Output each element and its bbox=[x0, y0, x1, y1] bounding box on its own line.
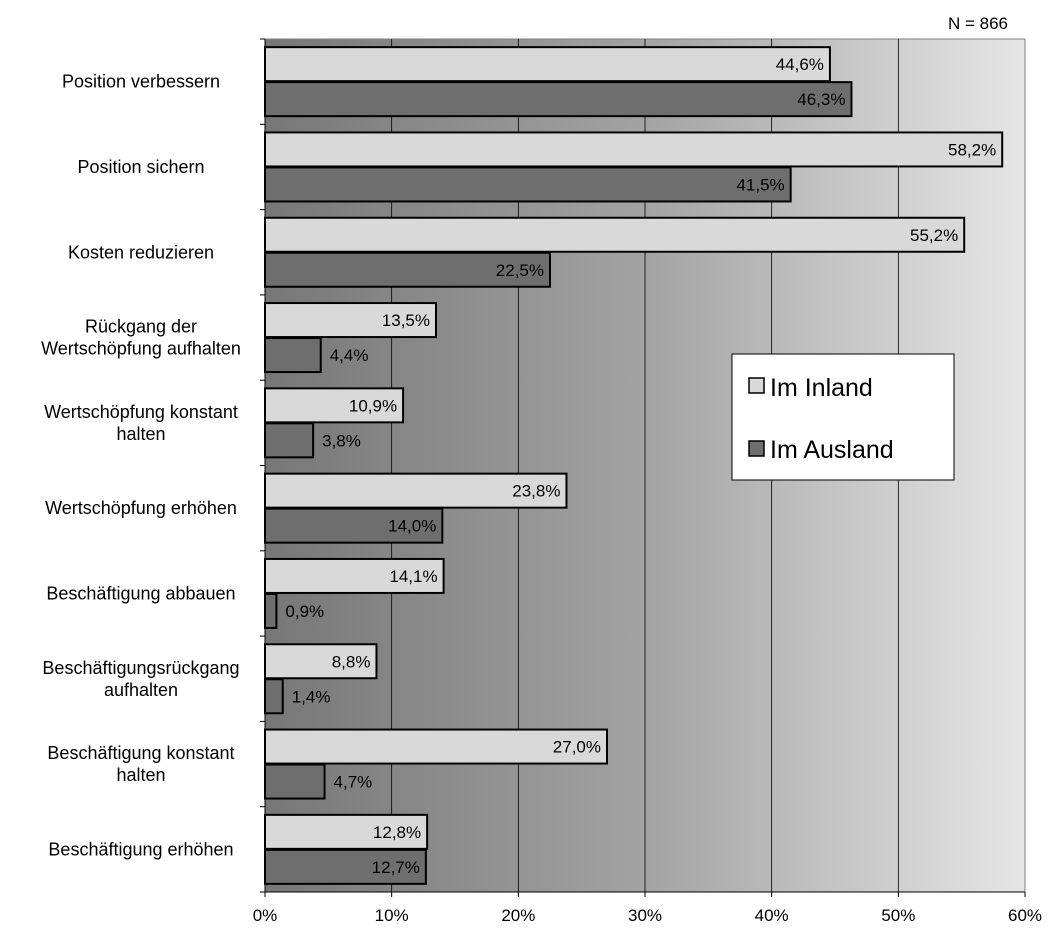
legend-label-ausland: Im Ausland bbox=[770, 436, 894, 464]
x-tick-label: 20% bbox=[501, 906, 535, 925]
data-label: 55,2% bbox=[910, 226, 958, 245]
legend-swatch-ausland bbox=[748, 440, 765, 457]
x-tick-label: 40% bbox=[755, 906, 789, 925]
bar-inland bbox=[264, 302, 437, 339]
x-tick-label: 0% bbox=[253, 906, 278, 925]
category-label: Kosten reduzieren bbox=[68, 242, 214, 262]
bar-inland bbox=[264, 557, 445, 594]
bar-ausland bbox=[264, 592, 278, 629]
bar-ausland bbox=[264, 763, 326, 800]
category-label: Wertschöpfung aufhalten bbox=[41, 339, 241, 359]
category-label: Rückgang der bbox=[85, 317, 197, 337]
bar-ausland bbox=[264, 81, 853, 118]
category-label: Position sichern bbox=[77, 157, 204, 177]
data-label: 8,8% bbox=[332, 652, 371, 671]
sample-size-note: N = 866 bbox=[948, 14, 1008, 33]
data-label: 23,8% bbox=[512, 482, 560, 501]
legend: Im Inland Im Ausland bbox=[731, 353, 955, 481]
data-label: 22,5% bbox=[496, 261, 544, 280]
bar-inland bbox=[264, 643, 378, 680]
data-label: 0,9% bbox=[285, 602, 324, 621]
bar-inland bbox=[264, 387, 405, 424]
data-label: 44,6% bbox=[776, 55, 824, 74]
category-label: Beschäftigung erhöhen bbox=[48, 839, 233, 859]
data-label: 27,0% bbox=[553, 738, 601, 757]
legend-label-inland: Im Inland bbox=[770, 374, 873, 402]
category-label: Wertschöpfung erhöhen bbox=[45, 498, 237, 518]
category-label: Beschäftigung abbauen bbox=[46, 583, 235, 603]
x-tick-label: 30% bbox=[628, 906, 662, 925]
x-tick-label: 60% bbox=[1008, 906, 1042, 925]
bar-inland bbox=[264, 813, 429, 850]
data-label: 46,3% bbox=[797, 90, 845, 109]
bar-ausland bbox=[264, 422, 315, 459]
category-label: halten bbox=[116, 424, 165, 444]
bar-ausland bbox=[264, 848, 427, 885]
bar-ausland bbox=[264, 166, 792, 203]
category-label: Beschäftigung konstant bbox=[47, 743, 234, 763]
data-label: 14,1% bbox=[389, 567, 437, 586]
bar-ausland bbox=[264, 678, 284, 715]
data-label: 4,7% bbox=[334, 773, 373, 792]
x-tick-label: 50% bbox=[881, 906, 915, 925]
data-label: 12,8% bbox=[373, 823, 421, 842]
category-label: Wertschöpfung konstant bbox=[44, 402, 238, 422]
data-label: 1,4% bbox=[292, 687, 331, 706]
bar-ausland bbox=[264, 337, 322, 374]
data-label: 14,0% bbox=[388, 517, 436, 536]
data-label: 3,8% bbox=[322, 431, 361, 450]
legend-box bbox=[731, 353, 955, 481]
data-label: 10,9% bbox=[349, 396, 397, 415]
bar-inland bbox=[264, 472, 568, 509]
category-label: Beschäftigungsrückgang bbox=[42, 658, 239, 678]
data-label: 12,7% bbox=[372, 858, 420, 877]
data-label: 13,5% bbox=[382, 311, 430, 330]
bar-ausland bbox=[264, 507, 444, 544]
category-label: Position verbessern bbox=[62, 72, 220, 92]
category-label: aufhalten bbox=[104, 680, 178, 700]
bar-inland bbox=[264, 216, 966, 253]
data-label: 41,5% bbox=[736, 175, 784, 194]
data-label: 4,4% bbox=[330, 346, 369, 365]
data-label: 58,2% bbox=[948, 140, 996, 159]
x-tick-label: 10% bbox=[375, 906, 409, 925]
legend-swatch-inland bbox=[748, 377, 765, 394]
bar-inland bbox=[264, 46, 831, 83]
category-label: halten bbox=[116, 765, 165, 785]
bar-inland bbox=[264, 131, 1004, 168]
